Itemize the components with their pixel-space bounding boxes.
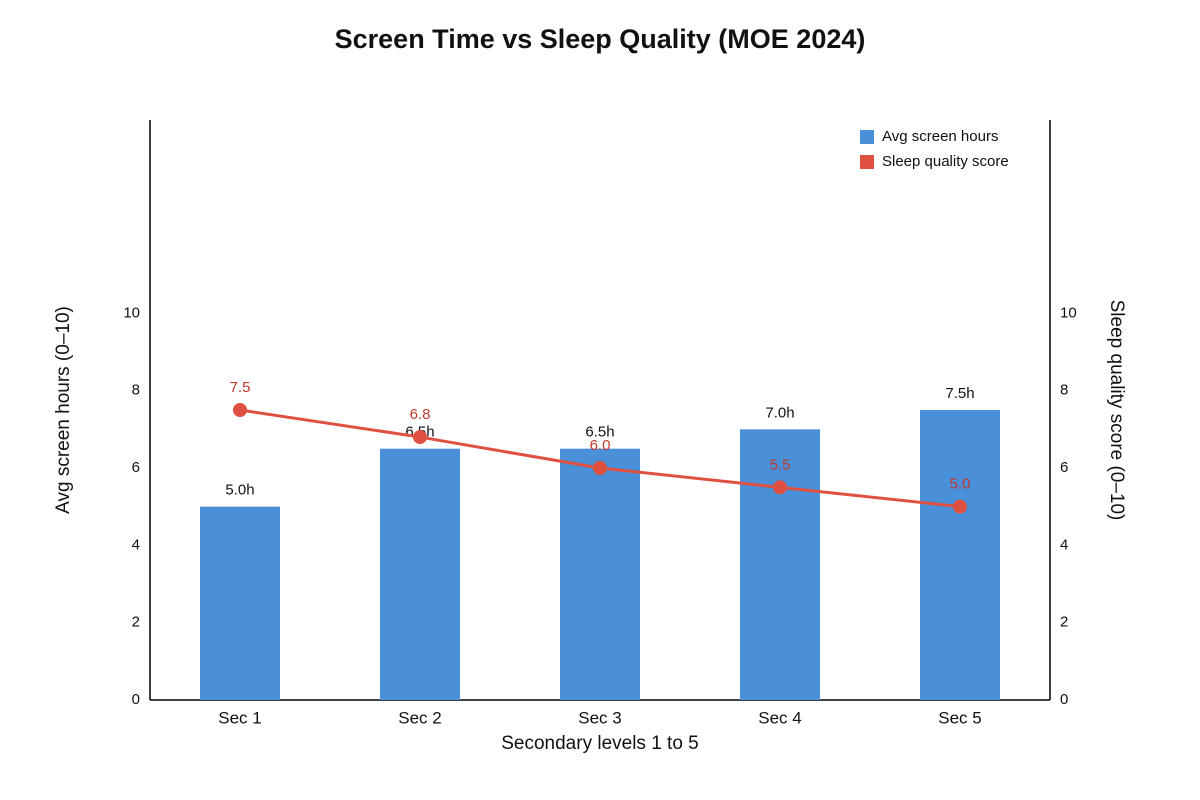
y-tick-label: 2 bbox=[132, 614, 140, 631]
y2-tick-label: 6 bbox=[1060, 459, 1068, 476]
bar bbox=[560, 448, 640, 700]
line-value-label: 6.0 bbox=[590, 437, 611, 454]
line-point bbox=[953, 499, 967, 514]
y2-tick-label: 2 bbox=[1060, 614, 1068, 631]
bar bbox=[740, 429, 820, 700]
y2-tick-label: 8 bbox=[1060, 382, 1068, 399]
line-value-label: 5.5 bbox=[770, 456, 791, 473]
line-point bbox=[773, 480, 787, 495]
bar bbox=[380, 448, 460, 700]
bar bbox=[200, 506, 280, 700]
x-tick-label: Sec 1 bbox=[218, 708, 261, 727]
y-axis-label: Avg screen hours (0–10) bbox=[53, 306, 74, 514]
legend-label: Avg screen hours bbox=[882, 128, 998, 145]
legend-swatch bbox=[860, 155, 874, 169]
y-tick-label: 10 bbox=[123, 304, 140, 321]
y2-axis-label: Sleep quality score (0–10) bbox=[1106, 300, 1127, 521]
legend-swatch bbox=[860, 130, 874, 144]
y-tick-label: 0 bbox=[132, 691, 140, 708]
bar-value-label: 5.0h bbox=[225, 482, 254, 499]
line-value-label: 7.5 bbox=[230, 379, 251, 396]
y2-tick-label: 10 bbox=[1060, 304, 1077, 321]
line-value-label: 6.8 bbox=[410, 406, 431, 423]
y-tick-label: 8 bbox=[132, 382, 140, 399]
y2-tick-label: 4 bbox=[1060, 536, 1068, 553]
x-tick-label: Sec 5 bbox=[938, 708, 981, 727]
y2-tick-label: 0 bbox=[1060, 691, 1068, 708]
x-tick-label: Sec 4 bbox=[758, 708, 801, 727]
bar bbox=[920, 410, 1000, 700]
line-value-label: 5.0 bbox=[950, 476, 971, 493]
y-tick-label: 4 bbox=[132, 536, 140, 553]
line-point bbox=[233, 403, 247, 417]
line-point bbox=[413, 430, 427, 445]
line-point bbox=[593, 461, 607, 475]
bar-value-label: 7.0h bbox=[765, 404, 794, 421]
bar-value-label: 6.5h bbox=[585, 424, 614, 441]
bar-value-label: 7.5h bbox=[945, 385, 974, 402]
x-tick-label: Sec 3 bbox=[578, 708, 621, 727]
y-tick-label: 6 bbox=[132, 459, 140, 476]
legend-label: Sleep quality score bbox=[882, 153, 1009, 170]
x-axis-label: Secondary levels 1 to 5 bbox=[501, 733, 699, 754]
x-tick-label: Sec 2 bbox=[398, 708, 441, 727]
chart-title: Screen Time vs Sleep Quality (MOE 2024) bbox=[335, 24, 866, 54]
